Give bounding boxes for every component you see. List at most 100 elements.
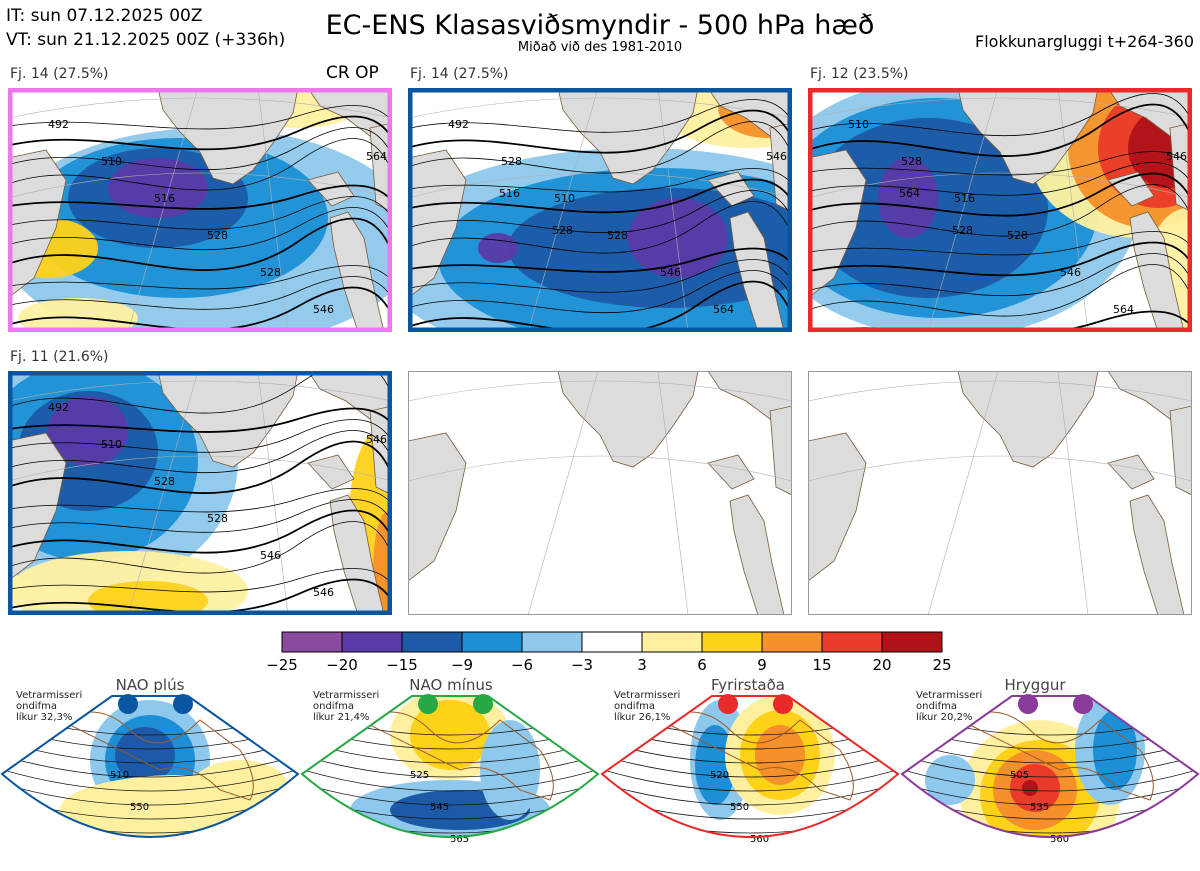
graticule-line: [808, 455, 1192, 482]
contour-label: 546: [660, 266, 681, 279]
contour-label: 525: [410, 770, 429, 781]
height-contour: [302, 751, 598, 778]
coastline: [58, 711, 254, 801]
colorbar-segment: [461, 631, 523, 653]
anomaly-area: [478, 233, 518, 263]
regime-map-nao-minus: 525 545 565: [300, 694, 600, 845]
land-area: [808, 432, 867, 582]
regime-map-nao-plus: 510 550: [0, 694, 300, 838]
height-contour: [2, 751, 298, 778]
regime-frame: [900, 695, 1200, 838]
height-contour: [902, 751, 1198, 778]
contour-label: 510: [110, 770, 129, 781]
land-area: [1129, 494, 1185, 615]
anomaly-colorbar: [281, 631, 943, 653]
regime-marker-dot: [118, 694, 138, 714]
contour-label: 492: [48, 401, 69, 414]
graticule-line: [8, 455, 392, 482]
contour-label: 528: [901, 155, 922, 168]
graticule-line: [927, 371, 999, 615]
contour-label: 564: [899, 187, 920, 200]
coastline: [358, 711, 554, 801]
panel-title-cluster-4: Fj. 11 (21.6%): [10, 349, 109, 365]
colorbar-tick: −25: [266, 656, 298, 674]
land-area: [307, 454, 355, 490]
contour-label: 528: [154, 475, 175, 488]
land-area: [1107, 454, 1155, 490]
land-area: [8, 149, 67, 299]
height-contour: [902, 779, 1198, 806]
regime-marker-dot: [1018, 694, 1038, 714]
height-contour: [302, 765, 598, 792]
height-contour: [408, 280, 792, 332]
contour-label: 535: [1030, 802, 1049, 813]
regime-marker-dot: [473, 694, 493, 714]
graticule-line: [408, 380, 792, 402]
height-contour: [808, 103, 1192, 157]
height-contour: [2, 765, 298, 792]
graticule-line: [657, 371, 689, 615]
height-contour: [2, 779, 298, 806]
height-contour: [8, 217, 392, 271]
land-area: [957, 371, 1099, 468]
regime-marker-dot: [173, 694, 193, 714]
contour-label: 492: [48, 118, 69, 131]
graticule-line: [808, 380, 1192, 402]
contour-label: 528: [552, 224, 573, 237]
land-area: [557, 88, 699, 185]
height-contour: [808, 172, 1192, 217]
contour-label: 564: [1113, 303, 1134, 316]
colorbar-tick: 25: [932, 656, 952, 674]
height-contour: [602, 779, 898, 806]
anomaly-area: [480, 720, 540, 820]
coastline: [958, 711, 1154, 801]
land-area: [329, 494, 385, 615]
graticule-line: [8, 97, 392, 119]
cluster-frame: [8, 88, 392, 332]
anomaly-area: [48, 396, 128, 466]
height-contour: [602, 751, 898, 778]
height-contour: [902, 765, 1198, 792]
contour-label: 505: [1010, 770, 1029, 781]
panel-title-cluster-1: Fj. 14 (27.5%): [10, 66, 109, 82]
contour-label: 528: [607, 229, 628, 242]
colorbar-segment: [881, 631, 943, 653]
graticule-line: [927, 88, 999, 332]
height-contour: [8, 286, 392, 331]
cluster-map-3: 510 528 516 528 546 564 546 564 528: [808, 88, 1192, 332]
regime-frame: [300, 695, 600, 838]
contour-label: 528: [260, 266, 281, 279]
height-contour: [602, 765, 898, 792]
colorbar-segment: [641, 631, 703, 653]
height-contour: [808, 93, 1192, 137]
empty-map-panel: [808, 371, 1192, 615]
height-contour: [408, 270, 792, 314]
height-contour: [808, 264, 1192, 317]
contour-label: 510: [848, 118, 869, 131]
regime-map-blocking: 520 550 560: [600, 694, 900, 845]
land-area: [957, 88, 1099, 185]
graticule-line: [1057, 371, 1089, 615]
colorbar-tick: −15: [386, 656, 418, 674]
contour-label: 546: [260, 549, 281, 562]
height-contour: [408, 109, 792, 154]
graticule-line: [527, 371, 599, 615]
regime-marker-dot: [1073, 694, 1093, 714]
contour-label: 528: [207, 512, 228, 525]
colorbar-segment: [521, 631, 583, 653]
coastline: [658, 711, 854, 801]
panel-title-cluster-3: Fj. 12 (23.5%): [810, 66, 909, 82]
colorbar-tick: 20: [872, 656, 892, 674]
colorbar-tick: 15: [812, 656, 832, 674]
contour-label: 546: [313, 303, 334, 316]
contour-label: 528: [1007, 229, 1028, 242]
graticule-line: [1057, 88, 1089, 332]
contour-label: 528: [207, 229, 228, 242]
contour-label: 564: [713, 303, 734, 316]
colorbar-tick: −3: [570, 656, 594, 674]
page-title: EC-ENS Klasasviðsmyndir - 500 hPa hæð: [325, 10, 875, 41]
colorbar-segment: [281, 631, 343, 653]
regime-frame: [0, 695, 300, 838]
panel-title-cluster-2: Fj. 14 (27.5%): [410, 66, 509, 82]
regime-title-ridge: Hryggur: [1004, 676, 1066, 694]
